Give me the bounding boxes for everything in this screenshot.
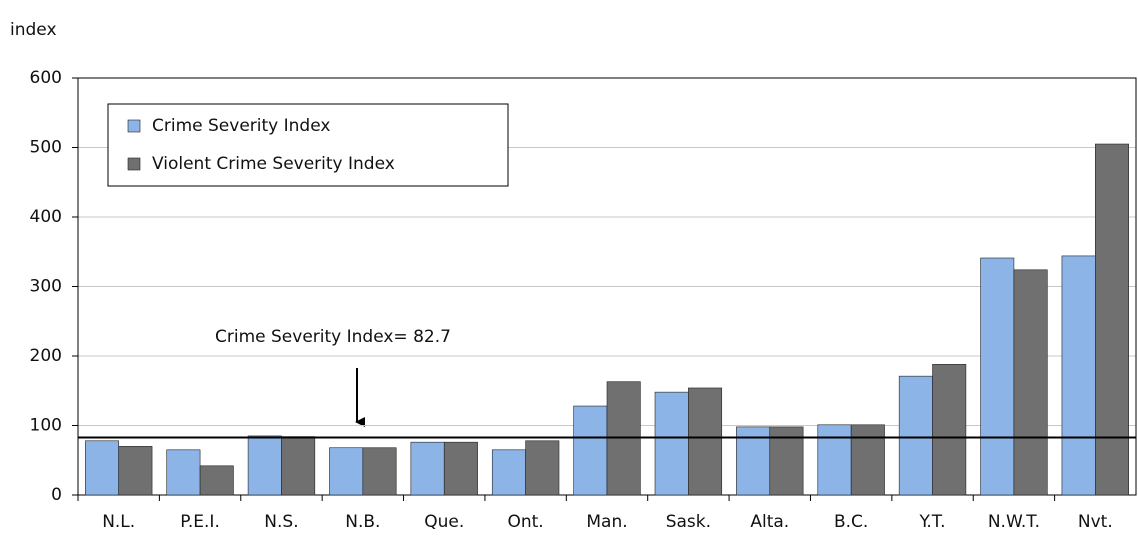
bar (118, 446, 153, 496)
bar (850, 424, 885, 496)
bar (491, 449, 526, 496)
bar (362, 447, 397, 496)
x-tick-label: Sask. (666, 512, 711, 532)
legend-label: Violent Crime Severity Index (152, 154, 395, 174)
x-tick-label: Man. (586, 512, 627, 532)
bar (525, 440, 560, 496)
bar (329, 447, 364, 496)
y-tick-label: 0 (51, 485, 62, 505)
y-axis-label: index (10, 20, 57, 40)
bar (1095, 143, 1129, 496)
annotation: Crime Severity Index= 82.7 (215, 327, 451, 347)
legend-swatch (127, 157, 141, 171)
bar (817, 424, 852, 496)
bar (247, 435, 282, 496)
legend-swatch (127, 119, 141, 133)
x-tick-label: N.S. (264, 512, 298, 532)
x-tick-label: Que. (424, 512, 464, 532)
y-tick-label: 300 (30, 277, 62, 297)
bar (1061, 255, 1096, 496)
bar (85, 440, 119, 496)
x-tick-label: Ont. (507, 512, 543, 532)
bar (898, 375, 933, 496)
y-tick-label: 600 (30, 68, 62, 88)
bar (654, 391, 689, 496)
x-tick-label: N.W.T. (988, 512, 1040, 532)
x-tick-label: Nvt. (1078, 512, 1113, 532)
y-tick-label: 100 (30, 416, 62, 436)
bar (688, 387, 723, 496)
x-tick-label: B.C. (834, 512, 868, 532)
bar (166, 449, 201, 496)
x-tick-label: P.E.I. (180, 512, 220, 532)
x-tick-label: N.B. (345, 512, 380, 532)
bar (410, 441, 445, 496)
x-tick-label: Y.T. (918, 512, 945, 532)
bar (443, 441, 478, 496)
x-tick-label: Alta. (750, 512, 789, 532)
y-tick-label: 400 (30, 207, 62, 227)
bar (932, 364, 967, 496)
x-tick-label: N.L. (102, 512, 135, 532)
bar (281, 436, 316, 496)
bar (573, 405, 608, 496)
y-tick-label: 200 (30, 346, 62, 366)
bar (980, 257, 1015, 496)
legend-label: Crime Severity Index (152, 116, 330, 136)
legend-box (107, 103, 509, 187)
y-tick-label: 500 (30, 138, 62, 158)
bar (1013, 269, 1048, 496)
bar (199, 465, 234, 496)
